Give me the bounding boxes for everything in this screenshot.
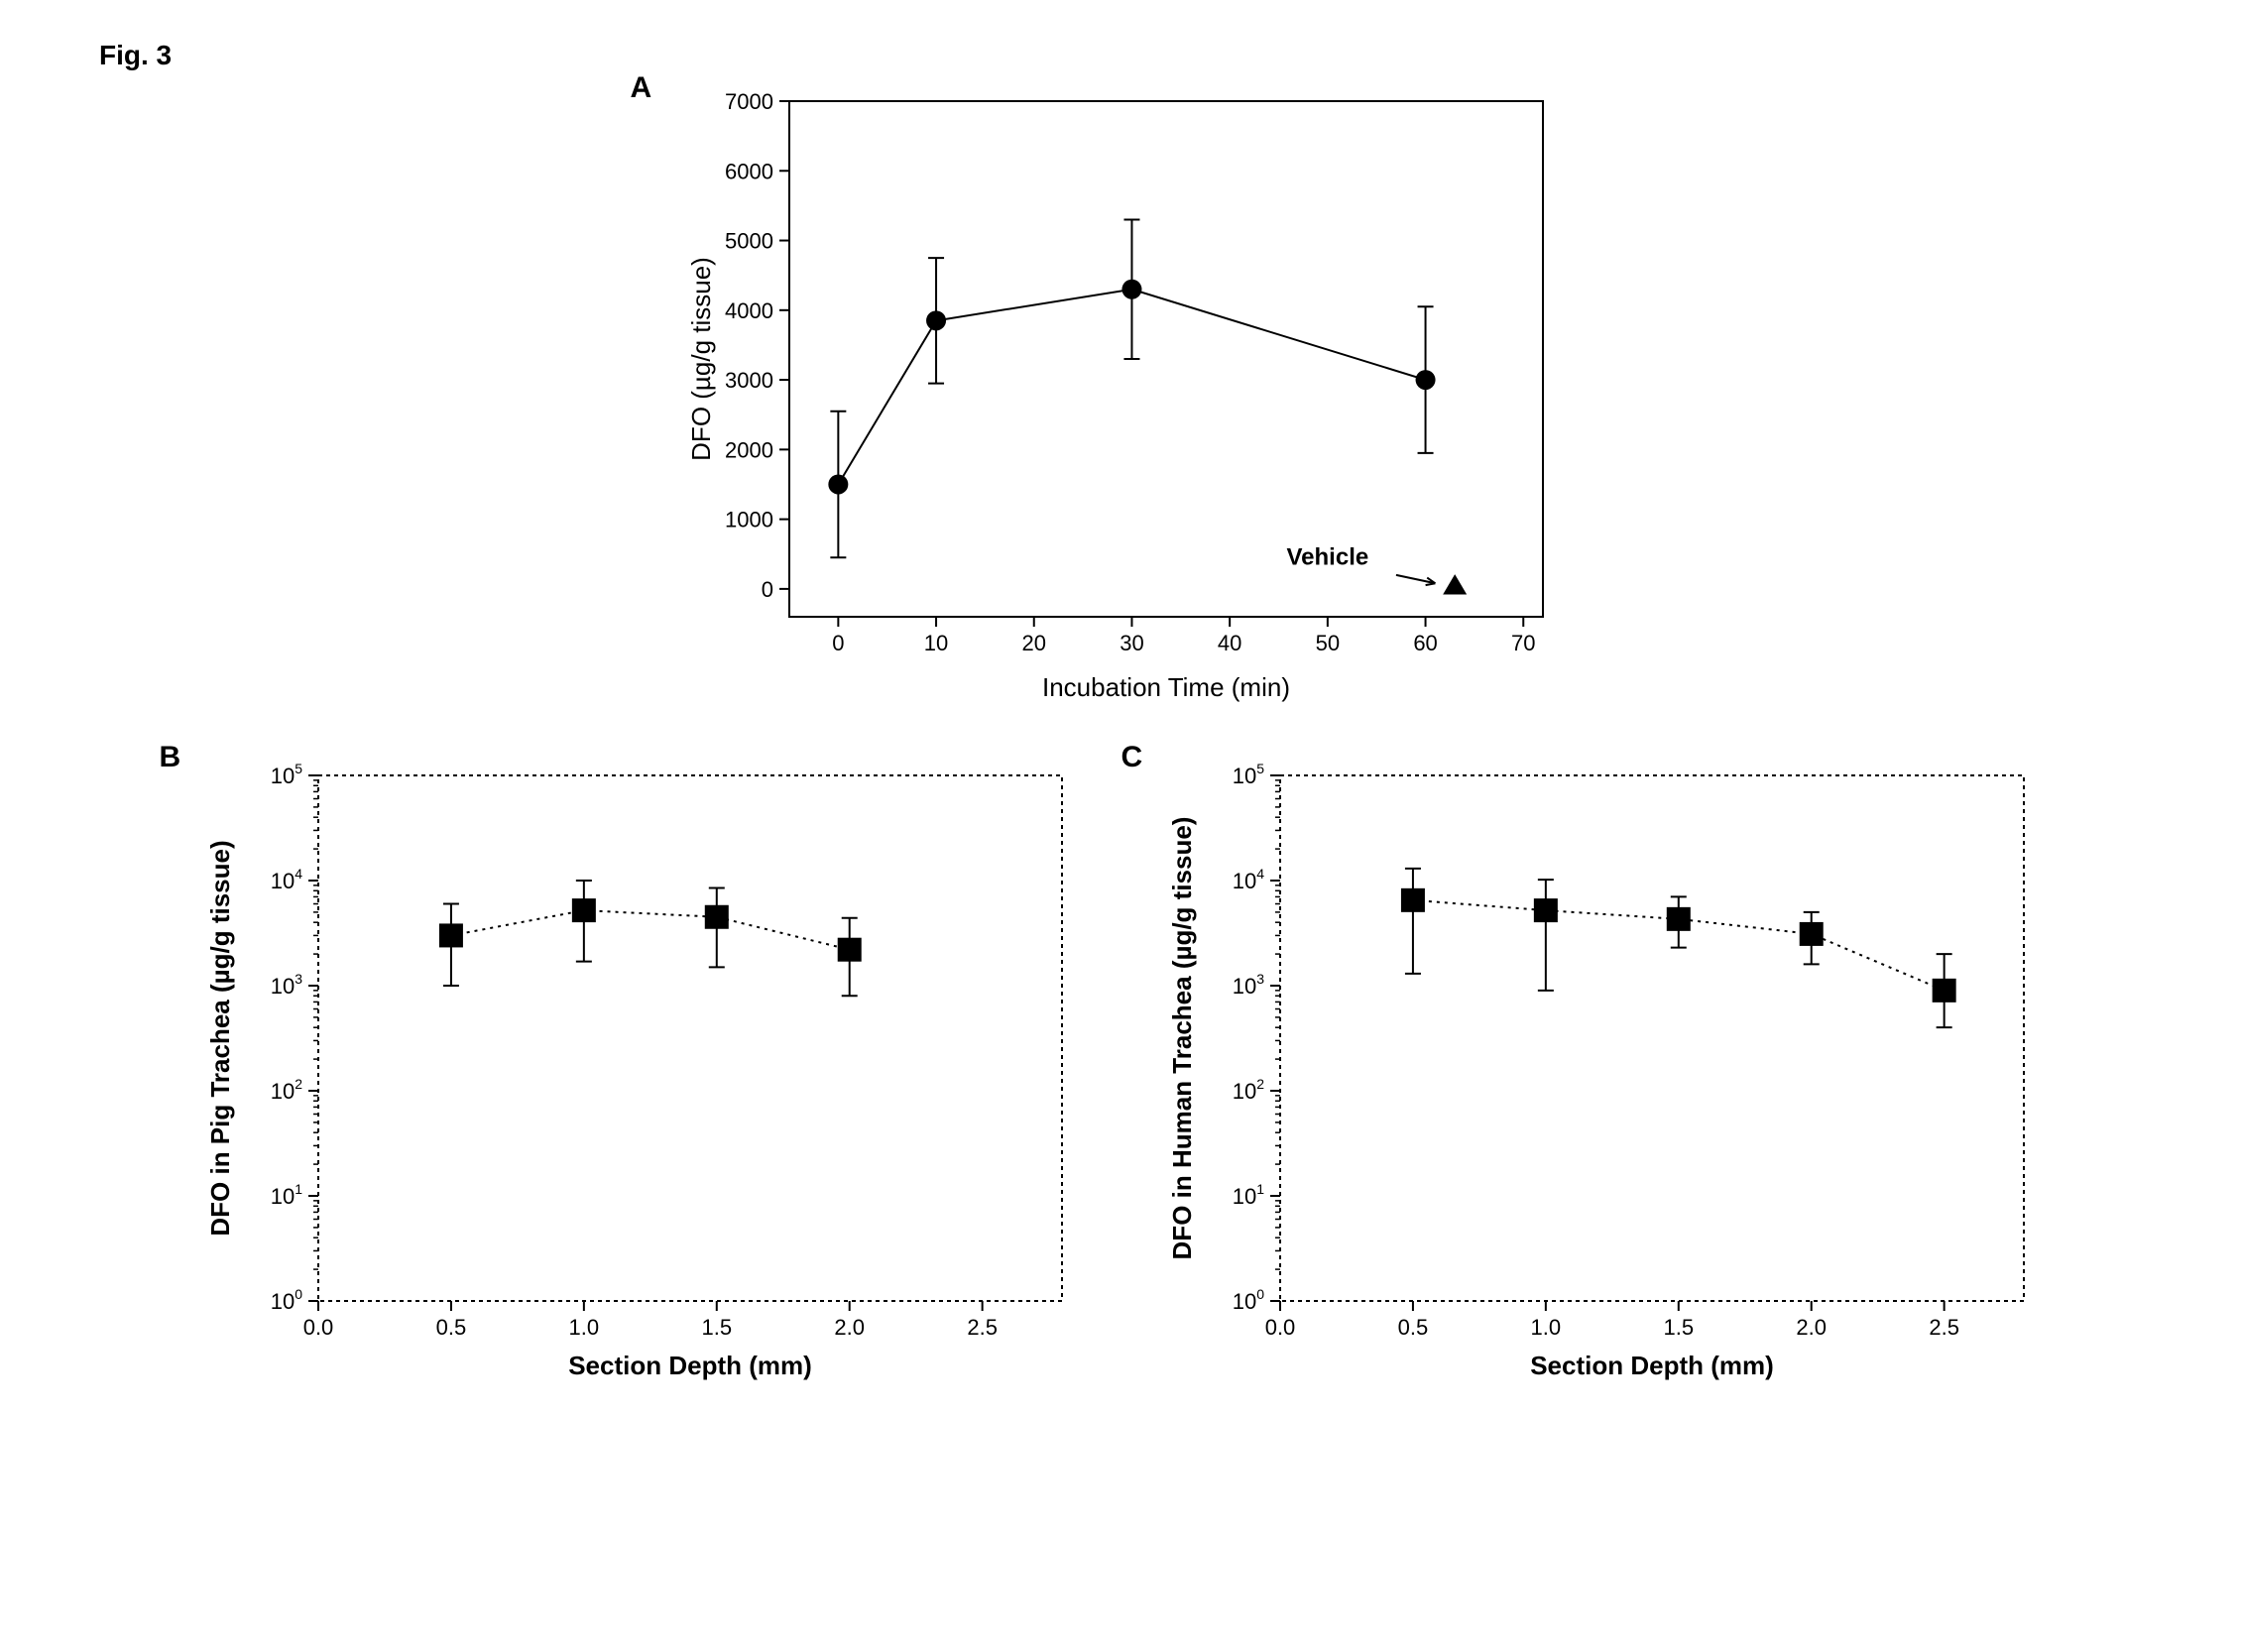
panel-a-label: A: [631, 71, 652, 105]
svg-text:1.5: 1.5: [1663, 1315, 1694, 1340]
svg-text:104: 104: [1232, 866, 1263, 893]
figure-title: Fig. 3: [99, 40, 2202, 71]
svg-text:30: 30: [1120, 631, 1143, 655]
svg-text:1.5: 1.5: [701, 1315, 732, 1340]
svg-text:0.5: 0.5: [435, 1315, 466, 1340]
svg-text:DFO in Human Trachea (µg/g tis: DFO in Human Trachea (µg/g tissue): [1167, 817, 1197, 1260]
chart-c: 0.0 0.5 1.0 1.5 2.0 2.5 100 101 102 103 104 105 Sect…: [1161, 756, 2044, 1400]
panel-b-wrap: B 0.00.51.01.52.02.5100101102103104105Se…: [199, 756, 1082, 1400]
svg-text:0.0: 0.0: [1264, 1315, 1295, 1340]
svg-text:10: 10: [923, 631, 947, 655]
row-panel-a: A 01020304050607001000200030004000500060…: [40, 81, 2202, 726]
svg-text:102: 102: [1232, 1076, 1263, 1104]
svg-text:105: 105: [270, 761, 301, 788]
svg-text:Section Depth (mm): Section Depth (mm): [568, 1351, 812, 1380]
chart-b: 0.0 0.5 1.0 1.5 2.0 2.5 100 101 102 103 104 105 Sect…: [199, 756, 1082, 1400]
svg-text:50: 50: [1315, 631, 1339, 655]
panel-c-wrap: C 0.00.51.01.52.02.5100101102103104105Se…: [1161, 756, 2044, 1400]
svg-text:0.0: 0.0: [302, 1315, 333, 1340]
svg-text:2.5: 2.5: [967, 1315, 998, 1340]
svg-text:100: 100: [1232, 1286, 1263, 1314]
svg-text:0: 0: [832, 631, 844, 655]
svg-text:Section Depth (mm): Section Depth (mm): [1530, 1351, 1774, 1380]
svg-text:2.0: 2.0: [1796, 1315, 1827, 1340]
svg-text:102: 102: [270, 1076, 301, 1104]
svg-text:Incubation Time (min): Incubation Time (min): [1042, 672, 1290, 702]
svg-text:103: 103: [270, 971, 301, 999]
svg-text:101: 101: [270, 1181, 301, 1209]
svg-text:60: 60: [1413, 631, 1437, 655]
svg-text:2.0: 2.0: [834, 1315, 865, 1340]
row-panels-bc: B 0.00.51.01.52.02.5100101102103104105Se…: [40, 756, 2202, 1400]
svg-text:5000: 5000: [725, 229, 773, 254]
svg-text:70: 70: [1511, 631, 1535, 655]
svg-text:3000: 3000: [725, 368, 773, 393]
svg-text:105: 105: [1232, 761, 1263, 788]
svg-text:1.0: 1.0: [1530, 1315, 1561, 1340]
svg-text:20: 20: [1021, 631, 1045, 655]
svg-text:7000: 7000: [725, 89, 773, 114]
chart-a: 0 10 20 30 40 50 60 70 0 1000 2000 3000 4000 5000 6000…: [680, 81, 1563, 726]
panel-a-wrap: A 01020304050607001000200030004000500060…: [680, 81, 1563, 726]
panel-c-label: C: [1121, 741, 1143, 774]
svg-text:103: 103: [1232, 971, 1263, 999]
svg-text:1000: 1000: [725, 508, 773, 532]
svg-text:4000: 4000: [725, 298, 773, 323]
svg-text:2000: 2000: [725, 437, 773, 462]
svg-text:1.0: 1.0: [568, 1315, 599, 1340]
svg-text:104: 104: [270, 866, 301, 893]
svg-text:101: 101: [1232, 1181, 1263, 1209]
svg-text:40: 40: [1217, 631, 1240, 655]
svg-text:Vehicle: Vehicle: [1286, 543, 1368, 570]
svg-text:0.5: 0.5: [1397, 1315, 1428, 1340]
svg-text:6000: 6000: [725, 159, 773, 183]
panel-b-label: B: [160, 741, 181, 774]
svg-text:DFO (µg/g tissue): DFO (µg/g tissue): [686, 257, 716, 461]
svg-text:100: 100: [270, 1286, 301, 1314]
svg-text:2.5: 2.5: [1929, 1315, 1959, 1340]
svg-text:DFO in Pig Trachea (µg/g tissu: DFO in Pig Trachea (µg/g tissue): [205, 840, 235, 1236]
svg-text:0: 0: [761, 577, 772, 602]
